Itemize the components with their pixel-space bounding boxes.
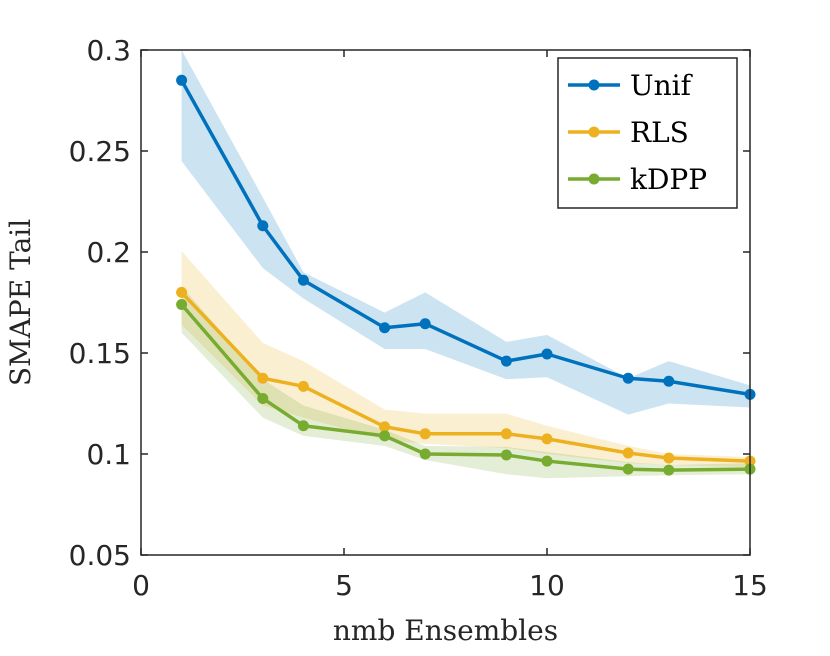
point-rls-1	[257, 372, 269, 384]
legend-label-kdpp: kDPP	[630, 163, 707, 196]
line-rls	[180, 291, 751, 463]
y-axis-ticks: 0.05 0.1 0.15 0.2 0.25 0.3	[69, 34, 750, 572]
y-tick-label: 0.05	[69, 539, 131, 572]
x-tick-label: 10	[529, 569, 565, 602]
point-rls-0	[176, 286, 188, 298]
line-unif	[180, 79, 751, 397]
x-tick-label: 0	[132, 569, 150, 602]
point-kdpp-4	[419, 448, 431, 460]
legend-label-unif: Unif	[630, 69, 694, 102]
point-kdpp-0	[176, 299, 188, 311]
y-tick-label: 0.1	[86, 438, 131, 471]
legend-marker-unif	[588, 79, 600, 91]
band-kdpp	[181, 286, 751, 479]
point-unif-1	[257, 220, 269, 232]
point-unif-5	[500, 355, 512, 367]
x-tick-label: 5	[335, 569, 353, 602]
y-tick-label: 0.25	[69, 135, 131, 168]
point-unif-2	[297, 274, 309, 286]
x-axis-ticks: 0 5 10 15	[132, 50, 768, 602]
point-rls-7	[622, 447, 634, 459]
point-rls-3	[379, 421, 391, 433]
y-tick-label: 0.3	[86, 34, 131, 67]
y-tick-label: 0.15	[69, 337, 131, 370]
legend-marker-rls	[588, 126, 600, 138]
axes	[140, 49, 751, 556]
point-kdpp-8	[663, 464, 675, 476]
point-kdpp-2	[297, 420, 309, 432]
series-points	[176, 74, 756, 476]
y-tick-label: 0.2	[86, 236, 131, 269]
band-rls	[181, 250, 751, 468]
point-unif-6	[541, 348, 553, 360]
legend-label-rls: RLS	[630, 116, 689, 149]
point-unif-7	[622, 372, 634, 384]
point-rls-2	[297, 380, 309, 392]
x-axis-title: nmb Ensembles	[333, 614, 558, 647]
point-kdpp-7	[622, 463, 634, 475]
point-kdpp-1	[257, 392, 269, 404]
point-unif-3	[379, 322, 391, 334]
point-unif-4	[419, 318, 431, 330]
point-rls-5	[500, 428, 512, 440]
point-kdpp-3	[379, 430, 391, 442]
plot-area-border	[140, 49, 751, 556]
series-lines	[180, 79, 751, 472]
y-axis-title: SMAPE Tail	[4, 219, 37, 386]
point-unif-0	[176, 74, 188, 86]
legend-marker-kdpp	[588, 173, 600, 185]
point-rls-6	[541, 433, 553, 445]
point-kdpp-5	[500, 449, 512, 461]
legend: Unif RLS kDPP	[557, 57, 738, 209]
point-rls-8	[663, 452, 675, 464]
x-tick-label: 15	[732, 569, 768, 602]
point-unif-8	[663, 375, 675, 387]
line-kdpp	[180, 303, 751, 472]
point-kdpp-6	[541, 455, 553, 467]
point-rls-4	[419, 428, 431, 440]
